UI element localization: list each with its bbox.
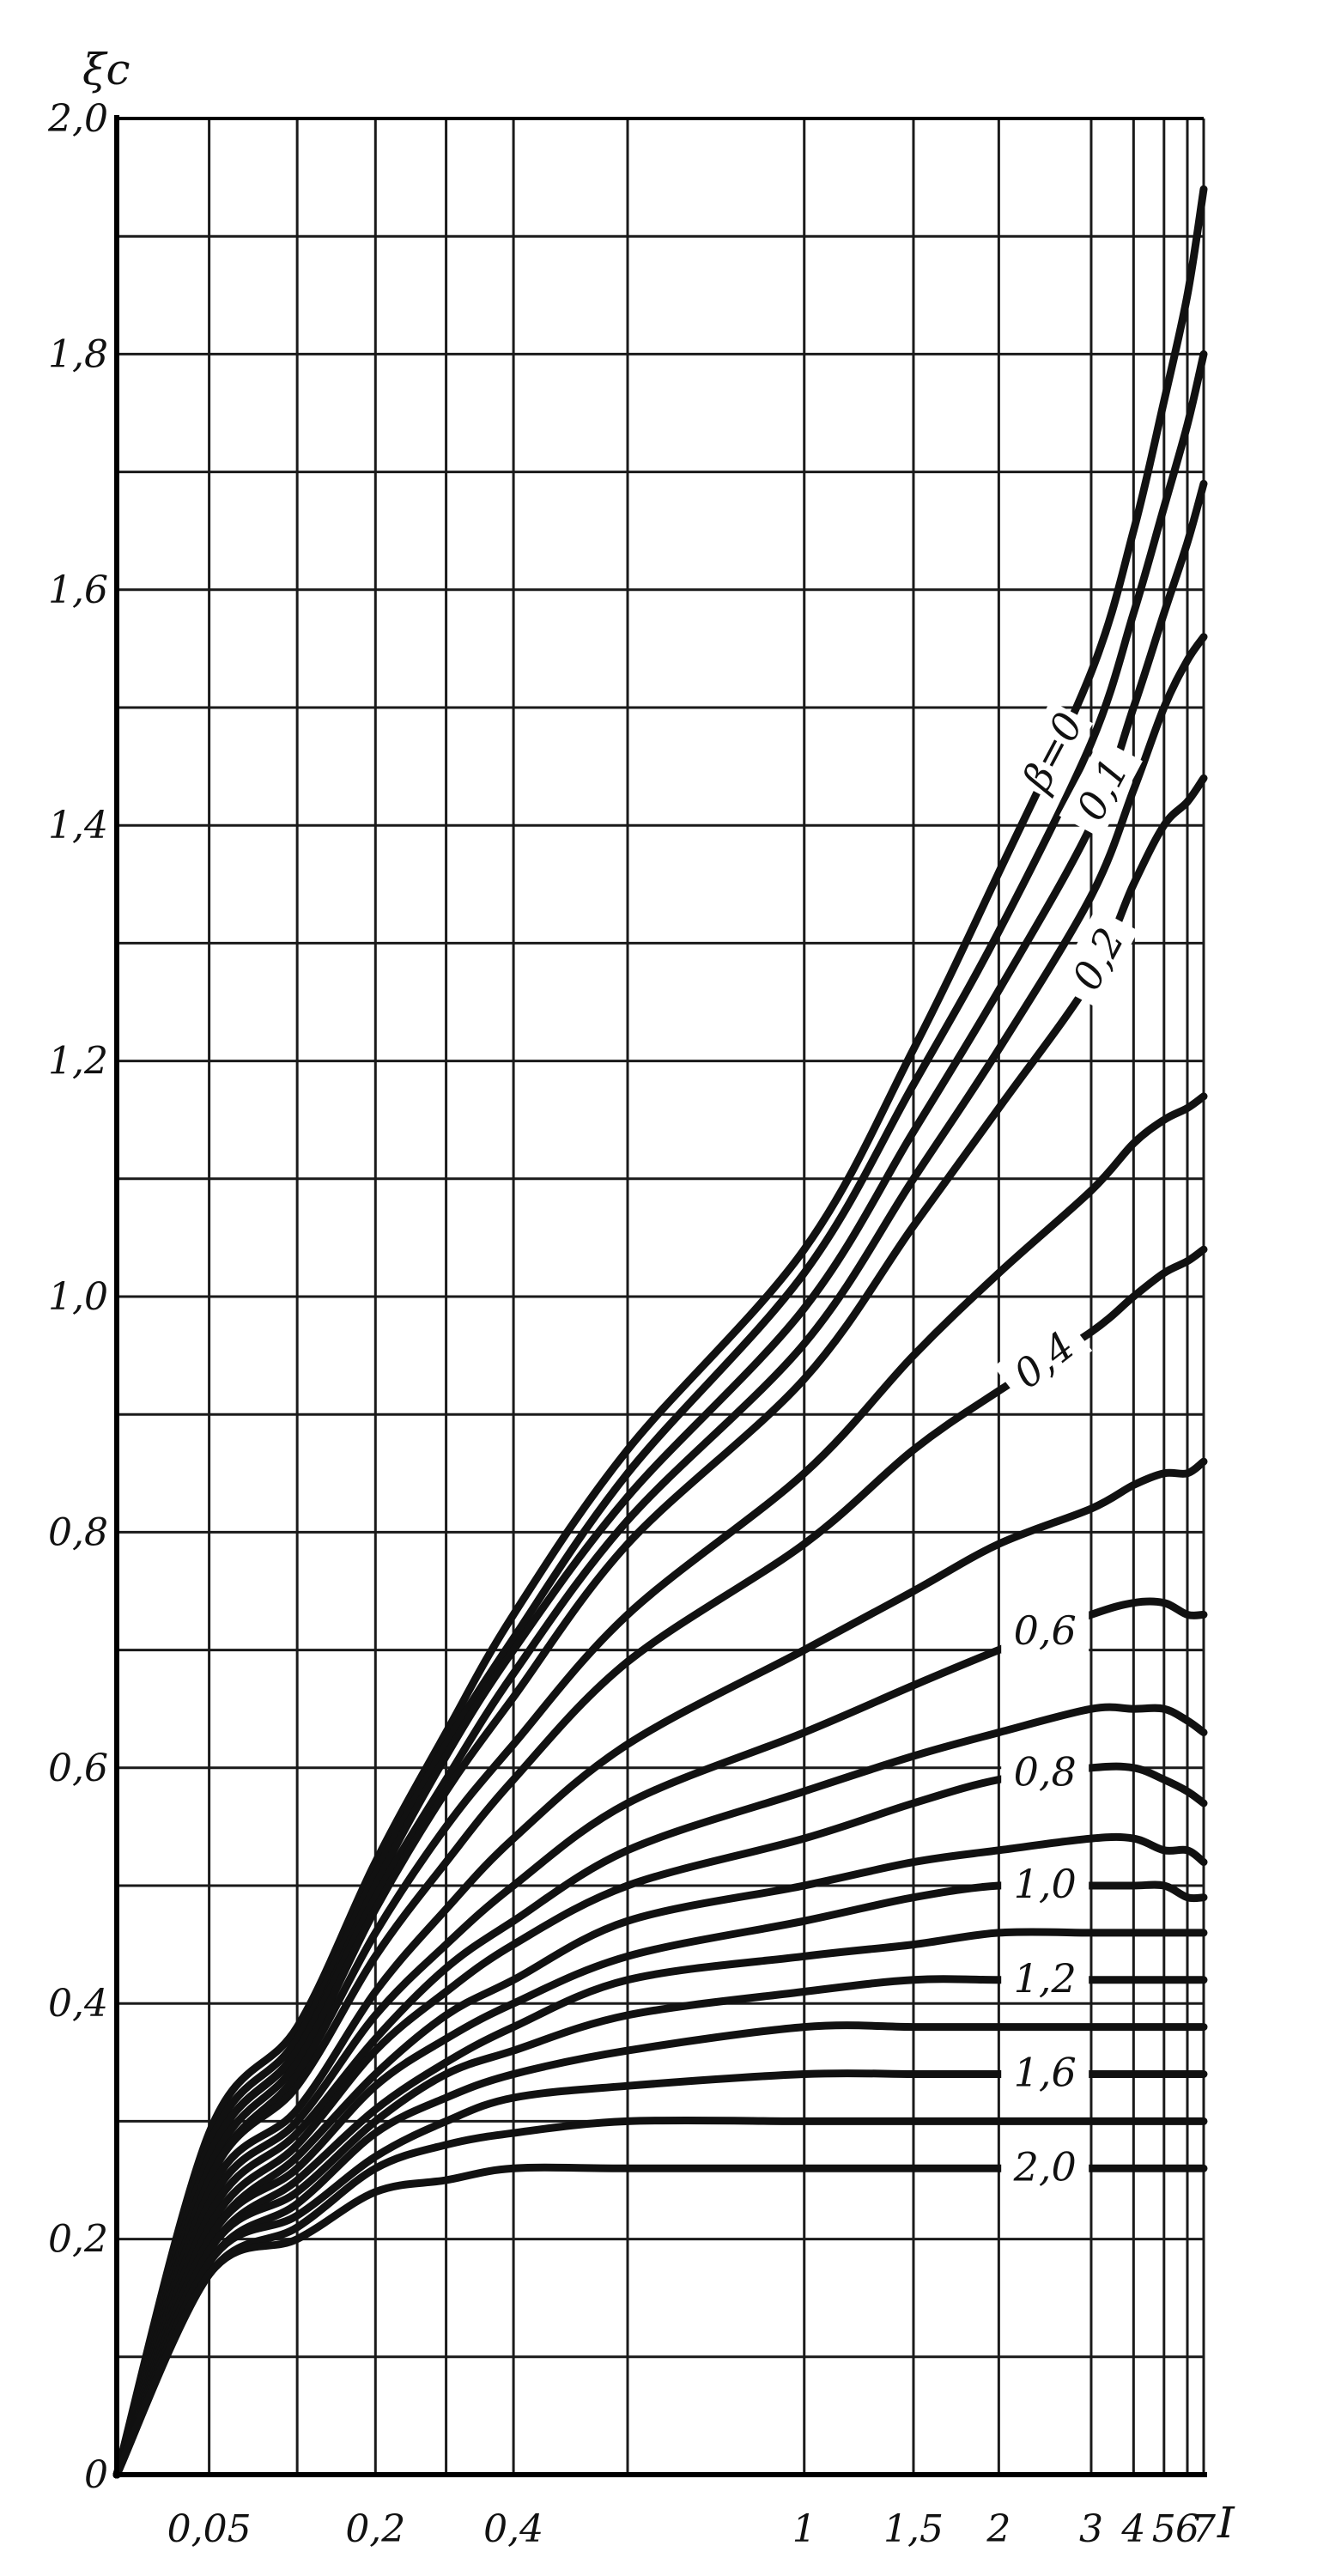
x-tick-label: 3 [1079,2507,1103,2551]
curve-label: 0,8 [1014,1749,1077,1795]
series-line [112,1832,1208,2479]
series-line [112,2116,1208,2479]
curve-label-bg [1001,2046,1089,2095]
curve-label-bg [1001,1746,1089,1795]
curve-label: 2,0 [1013,2143,1077,2190]
x-tick-label: 0,05 [167,2507,252,2551]
x-tick-label: 0,4 [483,2507,543,2551]
series-line [112,1880,1208,2479]
y-tick-label: 1,6 [48,568,108,612]
x-tick-label: 1,5 [883,2507,944,2551]
curve-label-group: 1,2 [1001,1952,1089,2002]
curve-label-bg [1001,1952,1089,2001]
curve-label-bg [1054,908,1138,1008]
y-tick-label: 0,8 [48,1510,108,1554]
series-line [112,1245,1208,2479]
curves [112,185,1208,2479]
y-tick-label: 2,0 [47,97,108,141]
curve-label-group: 0,6 [1001,1605,1089,1654]
x-tick-label: 4 [1120,2507,1145,2551]
curve-label-group: 1,6 [1001,2046,1089,2096]
curve-label: 1,6 [1014,2050,1077,2096]
y-tick-label: 0,6 [48,1747,108,1790]
tick-labels: 0 0,2 0,4 0,6 0,8 1,0 1,2 1,4 1,6 1,8 2,0 0,05 0,2 0,… [47,97,1216,2551]
series-line [112,774,1208,2479]
series-line [112,1703,1208,2479]
series-line [112,2163,1208,2479]
curve-label-bg [1001,2141,1089,2190]
x-tick-label: 5 [1152,2507,1176,2551]
y-tick-label: 0,4 [48,1982,108,2026]
series-line [112,2021,1208,2479]
series-line [112,1928,1208,2479]
x-tick-label: 7 [1192,2507,1216,2551]
curve-label-group: 1,0 [1001,1858,1089,1907]
series-line [112,1597,1208,2479]
curve-label-group: 2,0 [1001,2141,1089,2190]
series-line [112,633,1208,2479]
curve-label-bg [1059,738,1143,839]
y-tick-label: 0,2 [48,2218,108,2262]
y-tick-label: 1,0 [48,1275,108,1319]
y-axis-title: ξc [82,45,130,94]
series-line [112,1092,1208,2479]
curve-label: 0,6 [1014,1607,1077,1654]
curve-label-bg [1001,1858,1089,1906]
x-tick-label: 2 [986,2507,1011,2551]
x-tick-label: 0,2 [345,2507,405,2551]
series-line [112,2069,1208,2479]
series-line [112,185,1208,2479]
curve-label-bg [1001,1605,1089,1653]
curve-label: 1,2 [1014,1955,1077,2002]
curve-label: 1,0 [1014,1861,1077,1907]
series-line [112,1762,1208,2479]
y-tick-label: 0 [84,2453,108,2497]
series-line [112,1457,1208,2479]
x-tick-label: 6 [1175,2507,1199,2551]
axes [113,115,1207,2478]
curve-label-bg [993,1312,1093,1405]
x-tick-label: 1 [792,2507,816,2551]
series-line [112,1975,1208,2479]
x-axis-title: I [1217,2498,1235,2548]
y-tick-label: 1,4 [48,804,108,848]
y-tick-label: 1,2 [48,1040,108,1084]
curve-label-group: 0,8 [1001,1746,1089,1795]
y-tick-label: 1,8 [48,332,108,376]
series-line [112,349,1208,2479]
curve-label-bg [1009,701,1094,801]
